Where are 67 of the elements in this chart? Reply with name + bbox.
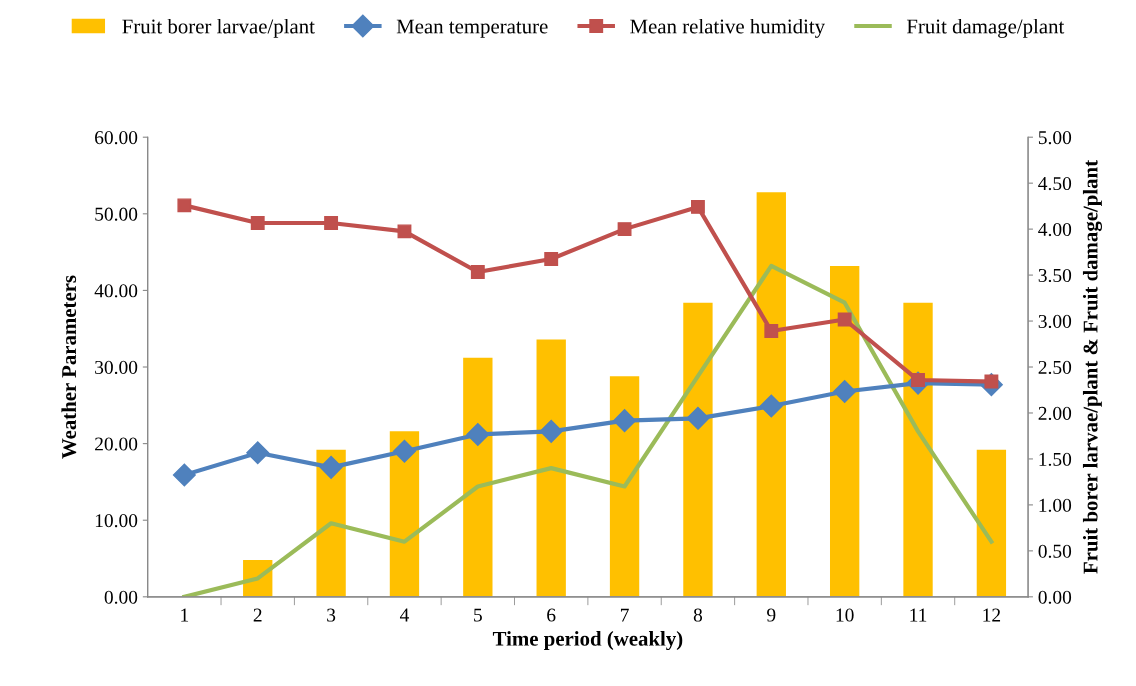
bar (829, 265, 860, 597)
point (470, 265, 485, 279)
point (466, 422, 490, 446)
x-tick-label: 3 (327, 608, 336, 622)
x-tick-label: 1 (181, 608, 189, 622)
x-axis-title: Time period (weakly) (492, 631, 683, 651)
y-tick-label: 20.00 (95, 437, 138, 451)
x-tick-label: 5 (474, 608, 482, 622)
x-tick-label: 4 (399, 608, 410, 622)
bar (463, 357, 493, 597)
point (544, 252, 559, 266)
y-tick-label: 0.00 (104, 590, 138, 604)
legend-label: Fruit borer larvae/plant (122, 18, 315, 38)
line-series (182, 263, 994, 597)
y2-tick-label: 4.50 (1038, 176, 1072, 191)
x-tick-label: 10 (836, 608, 854, 622)
legend-label: Fruit damage/plant (906, 18, 1065, 38)
y2-tick-label: 1.50 (1039, 452, 1072, 466)
y-tick-label: 50.00 (95, 207, 138, 221)
point (172, 463, 196, 487)
y-tick-label: 40.00 (94, 284, 138, 298)
y-tick-label: 60.00 (95, 131, 138, 145)
point (397, 224, 412, 239)
x-tick-label: 8 (693, 608, 703, 622)
bar (609, 376, 640, 597)
y-tick-label: 10.00 (95, 514, 138, 528)
point (686, 406, 710, 430)
bar (903, 302, 933, 597)
point (392, 439, 416, 463)
y2-tick-label: 1.00 (1039, 498, 1072, 512)
x-tick-label: 7 (620, 608, 629, 622)
y2-tick-label: 0.50 (1038, 544, 1072, 558)
y-tick-label: 30.00 (95, 360, 138, 375)
y2-tick-label: 2.00 (1038, 406, 1072, 420)
x-tick-label: 6 (547, 608, 556, 622)
y2-tick-label: 4.00 (1038, 222, 1072, 237)
x-tick-label: 2 (253, 608, 262, 622)
point (324, 216, 339, 230)
point (319, 455, 343, 479)
point (764, 324, 779, 338)
point (613, 409, 637, 433)
point (837, 312, 852, 327)
x-tick-label: 12 (983, 608, 1001, 622)
y2-tick-label: 3.00 (1038, 314, 1072, 329)
bar (536, 339, 566, 597)
legend-label: Mean temperature (396, 19, 548, 38)
point (833, 380, 857, 404)
point (539, 419, 563, 443)
x-tick-label: 9 (767, 608, 776, 622)
bar (976, 449, 1007, 597)
legend-label: Mean relative humidity (630, 18, 826, 38)
y2-tick-label: 3.50 (1038, 268, 1072, 283)
y2-tick-label: 0.00 (1038, 590, 1072, 604)
point (250, 216, 265, 230)
point (177, 198, 192, 213)
y2-tick-label: 5.00 (1038, 131, 1072, 145)
x-tick-label: 11 (910, 608, 927, 622)
y2-axis-title: Fruit borer larvae/plant & Fruit damage/plant (1082, 160, 1102, 574)
point (759, 394, 783, 418)
bar (389, 431, 420, 597)
point (246, 441, 270, 465)
point (617, 222, 632, 237)
bar (756, 192, 786, 597)
y2-tick-label: 2.50 (1038, 360, 1072, 375)
y-axis-title: Weather Parameters (61, 275, 77, 459)
point (690, 199, 705, 214)
bar (683, 302, 713, 597)
